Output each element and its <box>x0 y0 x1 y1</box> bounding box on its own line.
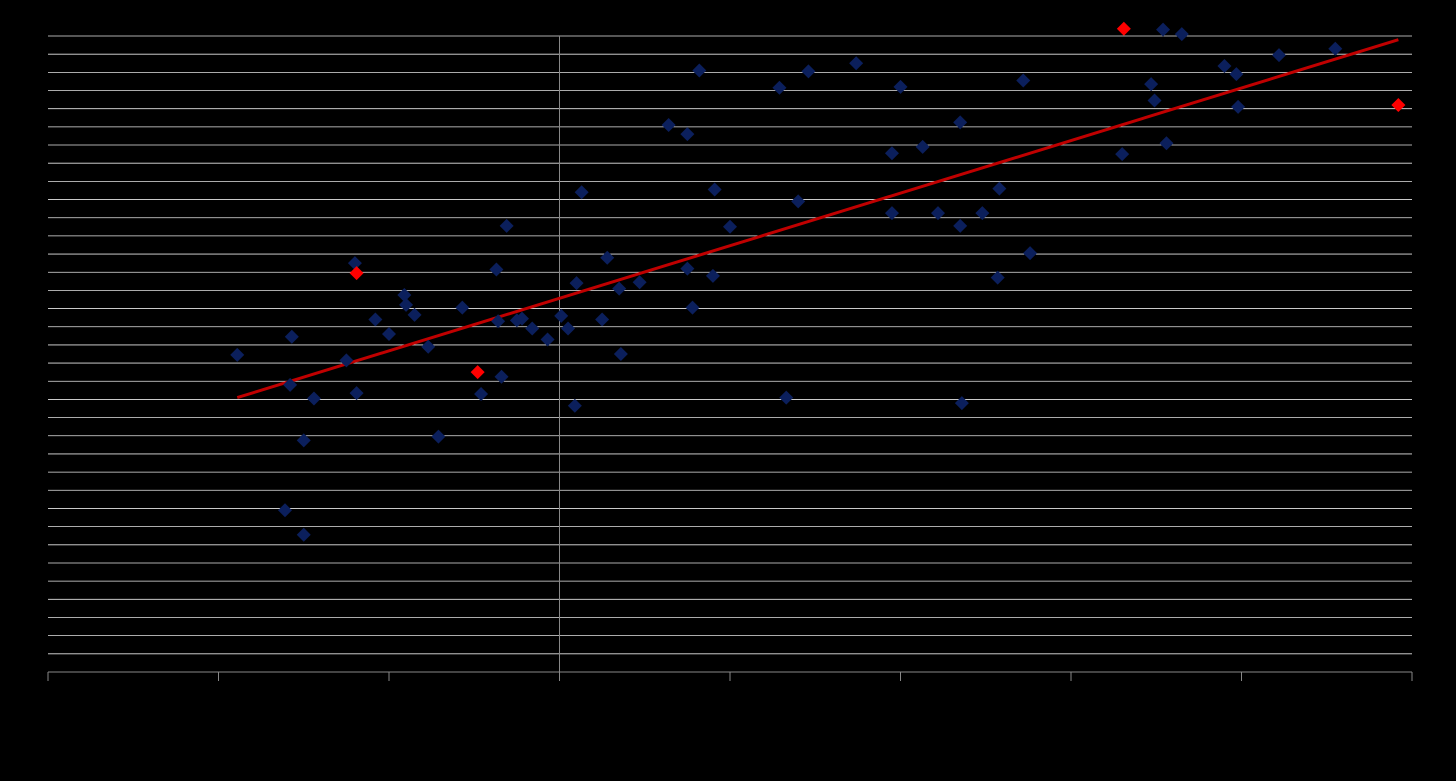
data-point <box>931 206 946 221</box>
data-point <box>407 307 422 322</box>
data-point <box>1016 73 1031 88</box>
data-point <box>491 314 506 329</box>
data-point <box>277 503 292 518</box>
data-points <box>230 21 1406 542</box>
gridlines <box>48 35 1412 673</box>
data-point <box>613 347 628 361</box>
data-point <box>661 118 676 133</box>
data-point <box>421 339 436 354</box>
data-point <box>561 321 576 336</box>
data-point <box>953 218 968 233</box>
data-point <box>680 127 695 142</box>
data-point <box>283 377 298 392</box>
data-point <box>954 396 969 411</box>
data-point <box>884 146 899 161</box>
data-point <box>990 270 1005 285</box>
data-point <box>1272 48 1287 63</box>
data-point <box>953 115 968 130</box>
data-point <box>230 347 245 362</box>
trendline-layer <box>236 38 1399 400</box>
data-point <box>1147 93 1162 108</box>
highlighted-point <box>1391 98 1406 113</box>
data-point <box>612 281 627 296</box>
data-point <box>1156 22 1171 37</box>
data-point <box>489 262 504 277</box>
data-point <box>296 527 311 542</box>
trendline <box>236 38 1399 400</box>
data-point <box>600 250 615 265</box>
data-point <box>1023 246 1038 261</box>
data-point <box>1174 27 1189 42</box>
data-point <box>849 56 864 71</box>
axes <box>47 36 1413 681</box>
data-point <box>431 429 446 444</box>
data-point <box>574 185 589 200</box>
data-point <box>1115 147 1130 162</box>
data-point <box>382 327 396 342</box>
data-point <box>296 433 311 448</box>
data-point <box>494 369 509 384</box>
data-point <box>723 219 737 234</box>
data-point <box>1328 41 1343 56</box>
data-point <box>1229 67 1244 82</box>
data-point <box>595 312 610 327</box>
data-point <box>692 63 707 78</box>
data-point <box>567 398 582 413</box>
data-point <box>992 181 1007 196</box>
data-point <box>347 256 362 271</box>
data-point <box>1159 136 1174 151</box>
data-point <box>975 206 990 221</box>
data-point <box>474 386 489 401</box>
data-point <box>399 297 414 312</box>
data-point <box>680 261 695 276</box>
data-point <box>915 139 930 154</box>
data-point <box>893 79 908 94</box>
data-point <box>685 300 700 315</box>
data-point <box>525 321 540 336</box>
data-point <box>791 194 806 209</box>
data-point <box>772 80 787 95</box>
data-point <box>397 287 412 302</box>
data-point <box>368 312 383 327</box>
data-point <box>339 353 354 368</box>
data-point <box>707 182 722 197</box>
data-point <box>514 311 529 326</box>
data-point <box>349 386 364 401</box>
data-point <box>1144 77 1159 92</box>
data-point <box>1217 58 1232 73</box>
data-point <box>306 391 321 406</box>
data-point <box>1231 99 1246 114</box>
data-point <box>455 300 470 315</box>
data-point <box>569 276 584 291</box>
data-point <box>632 275 647 290</box>
data-point <box>540 332 555 347</box>
highlighted-point <box>349 266 364 281</box>
data-point <box>499 218 514 233</box>
data-point <box>284 329 299 344</box>
data-point <box>554 308 569 323</box>
highlighted-point <box>1116 21 1131 36</box>
highlighted-point <box>470 365 485 380</box>
data-point <box>779 390 794 405</box>
data-point <box>705 268 720 283</box>
data-point <box>884 206 899 221</box>
data-point <box>801 64 816 79</box>
